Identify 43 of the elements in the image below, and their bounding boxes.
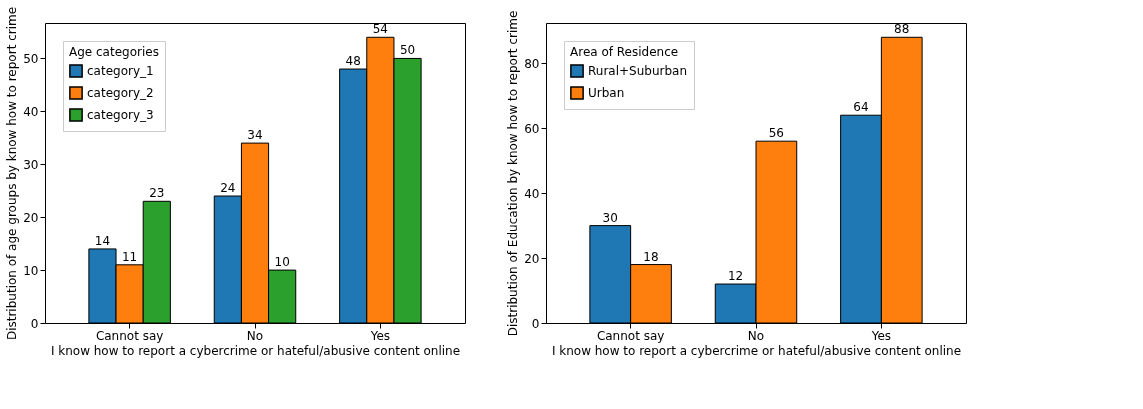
- data-label: 10: [274, 255, 290, 270]
- data-label: 14: [94, 233, 111, 248]
- data-label: 12: [727, 269, 744, 284]
- legend-label: Urban: [588, 86, 625, 100]
- legend-title: Area of Residence: [570, 45, 679, 59]
- data-label: 11: [121, 249, 138, 264]
- data-label: 48: [345, 54, 361, 69]
- y-tick-label: 40: [524, 186, 540, 201]
- legend-label: category_1: [87, 64, 154, 78]
- y-tick-label: 20: [23, 210, 39, 225]
- legend-label: category_2: [87, 86, 154, 100]
- legend-title: Age categories: [69, 45, 159, 59]
- y-axis-title: Distribution of age groups by know how to report crime: [5, 6, 20, 341]
- data-label: 30: [602, 210, 618, 225]
- x-tick-label: Yes: [369, 328, 391, 343]
- y-tick-label: 0: [531, 316, 540, 331]
- x-axis-title: I know how to report a cybercrime or hateful/abusive content online: [50, 343, 461, 358]
- y-tick-label: 60: [524, 121, 540, 136]
- data-label: 56: [768, 126, 785, 141]
- data-label: 34: [247, 128, 263, 143]
- data-label: 50: [399, 43, 416, 58]
- y-tick-label: 0: [30, 316, 39, 331]
- data-label: 18: [643, 249, 659, 264]
- data-label: 24: [220, 181, 236, 196]
- x-axis-title: I know how to report a cybercrime or hateful/abusive content online: [551, 343, 962, 358]
- x-tick-label: No: [246, 328, 264, 343]
- y-axis-title: Distribution of Education by know how to report crime: [506, 10, 521, 337]
- data-label: 88: [894, 22, 910, 37]
- y-tick-label: 40: [23, 104, 39, 119]
- y-tick-label: 10: [23, 263, 39, 278]
- x-tick-label: Cannot say: [95, 328, 164, 343]
- y-tick-label: 30: [23, 157, 39, 172]
- data-label: 54: [372, 22, 389, 37]
- y-tick-label: 20: [524, 251, 540, 266]
- x-tick-label: Yes: [870, 328, 892, 343]
- x-tick-label: Cannot say: [596, 328, 665, 343]
- data-label: 64: [853, 100, 869, 115]
- y-tick-label: 80: [524, 56, 540, 71]
- y-tick-label: 50: [23, 51, 39, 66]
- legend-label: Rural+Suburban: [588, 64, 688, 78]
- data-label: 23: [149, 186, 165, 201]
- x-tick-label: No: [747, 328, 765, 343]
- legend-label: category_3: [87, 108, 154, 122]
